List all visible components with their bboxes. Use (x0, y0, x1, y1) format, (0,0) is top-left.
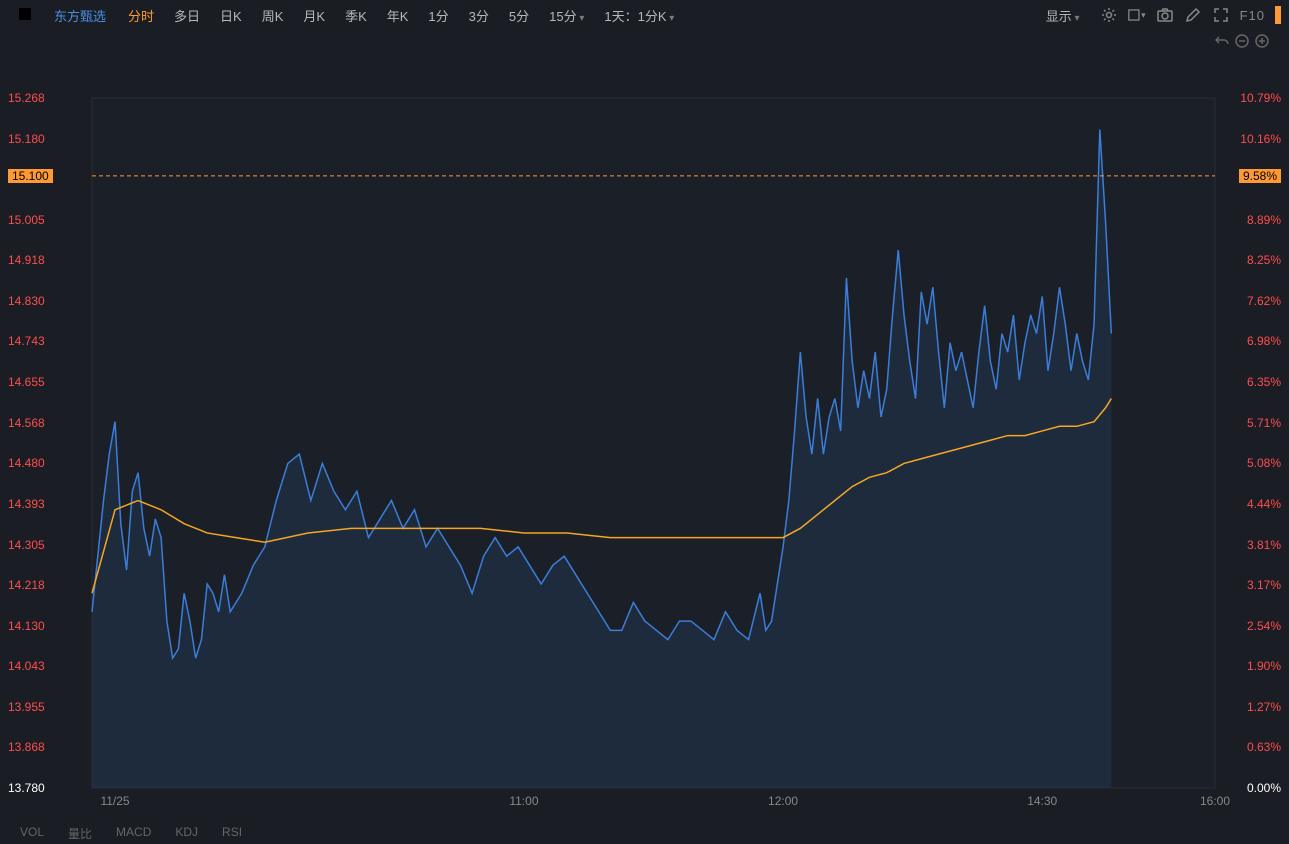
fullscreen-icon[interactable] (1212, 6, 1230, 24)
timeframe-tab-11[interactable]: 1天：1分K (594, 5, 684, 28)
x-axis: 11/25 11:00 12:00 14:30 16:00 (0, 794, 1289, 818)
timeframe-tab-1[interactable]: 多日 (164, 5, 210, 28)
indicator-RSI[interactable]: RSI (222, 825, 242, 842)
x-tick: 16:00 (1200, 794, 1230, 808)
indicator-量比[interactable]: 量比 (68, 825, 92, 842)
rect-dropdown-icon[interactable]: ▾ (1128, 6, 1146, 24)
f10-button[interactable]: F10 (1240, 8, 1265, 23)
indicator-KDJ[interactable]: KDJ (175, 825, 198, 842)
camera-icon[interactable] (1156, 6, 1174, 24)
gear-icon[interactable] (1100, 6, 1118, 24)
timeframe-tab-3[interactable]: 周K (252, 5, 294, 28)
secondary-toolbar (0, 30, 1289, 48)
timeframe-tab-6[interactable]: 年K (377, 5, 419, 28)
orange-accent-bar (1275, 6, 1281, 24)
x-tick: 11:00 (509, 794, 538, 808)
toolbar: 东方甄选 分时多日日K周K月K季K年K1分3分5分15分1天：1分K 显示 ▾ … (0, 0, 1289, 30)
timeframe-tab-0[interactable]: 分时 (118, 5, 164, 28)
chart-plot (0, 48, 1289, 818)
timeframe-tab-2[interactable]: 日K (210, 5, 252, 28)
display-dropdown[interactable]: 显示 (1036, 2, 1090, 29)
indicator-MACD[interactable]: MACD (116, 825, 151, 842)
stock-name[interactable]: 东方甄选 (44, 2, 116, 29)
timeframe-tab-8[interactable]: 3分 (459, 5, 499, 28)
indicator-VOL[interactable]: VOL (20, 825, 44, 842)
zoom-in-icon[interactable] (1255, 34, 1269, 48)
x-tick: 12:00 (768, 794, 798, 808)
indicator-tabs: VOL 量比 MACD KDJ RSI (20, 825, 242, 842)
x-tick: 11/25 (100, 794, 129, 808)
timeframe-tab-9[interactable]: 5分 (499, 5, 539, 28)
layout-toggle-icon[interactable] (8, 3, 42, 28)
zoom-out-icon[interactable] (1235, 34, 1249, 48)
x-tick: 14:30 (1027, 794, 1057, 808)
toolbar-right: 显示 ▾ F10 (1036, 2, 1281, 29)
timeframe-tab-4[interactable]: 月K (293, 5, 335, 28)
timeframe-tab-10[interactable]: 15分 (539, 5, 594, 28)
undo-icon[interactable] (1215, 34, 1229, 48)
pencil-icon[interactable] (1184, 6, 1202, 24)
timeframe-tab-5[interactable]: 季K (335, 5, 377, 28)
chart-area[interactable]: 15.26815.18015.10015.00514.91814.83014.7… (0, 48, 1289, 818)
timeframe-tab-7[interactable]: 1分 (418, 5, 458, 28)
